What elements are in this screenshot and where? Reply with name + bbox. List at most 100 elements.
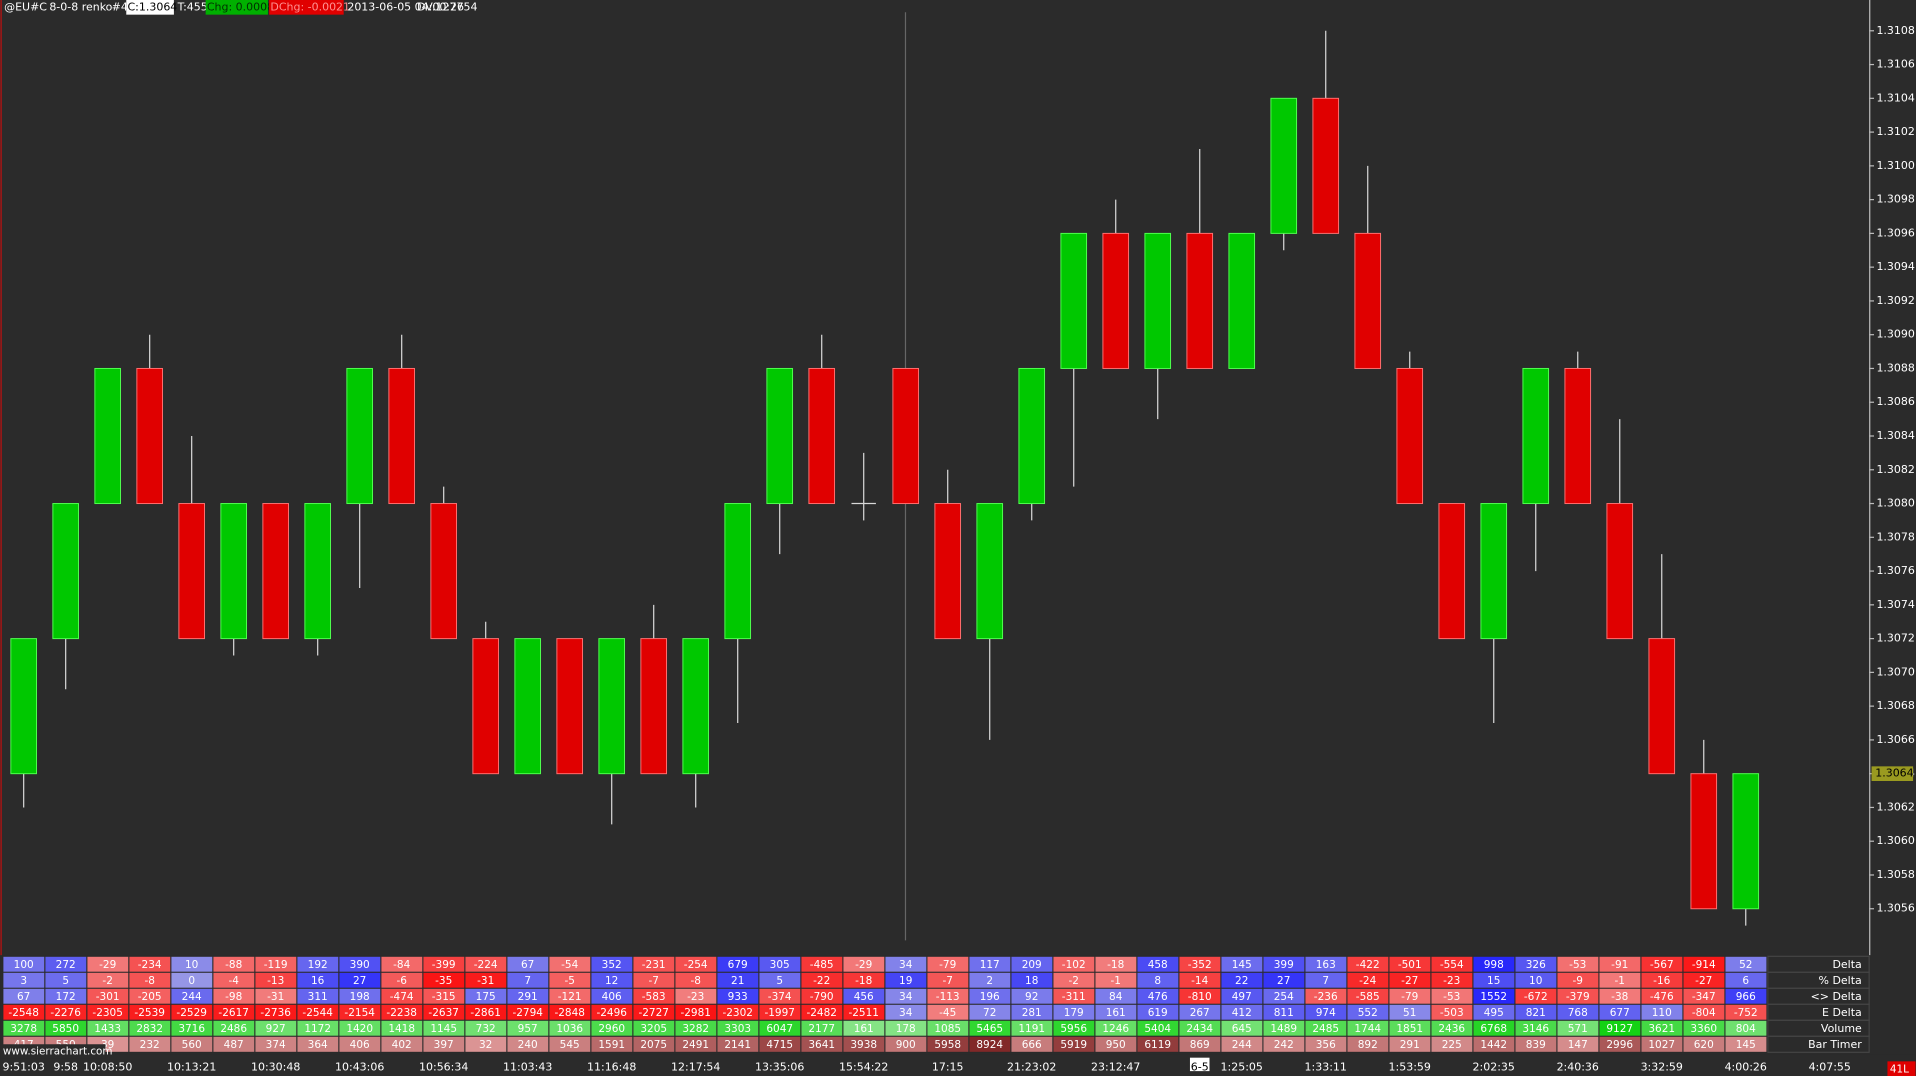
- table-value: -2154: [344, 1007, 375, 1019]
- down-candle: [808, 367, 836, 505]
- y-tick-label: 1.3094: [1876, 260, 1914, 273]
- chart-name: 8-0-8 renko: [49, 0, 112, 13]
- y-tick-label: 1.3084: [1876, 429, 1914, 442]
- table-value: -474: [390, 991, 414, 1003]
- table-value: 18: [1025, 975, 1038, 987]
- table-value: 67: [521, 959, 534, 971]
- table-value: 305: [770, 959, 790, 971]
- table-value: -2548: [8, 1007, 39, 1019]
- table-value: 1744: [1354, 1023, 1381, 1035]
- table-value: 27: [1277, 975, 1290, 987]
- table-value: 163: [1316, 959, 1336, 971]
- table-value: 2434: [1186, 1023, 1213, 1035]
- table-value: -1: [1110, 975, 1120, 987]
- down-candle: [1648, 638, 1676, 775]
- table-value: 456: [854, 991, 874, 1003]
- table-value: 666: [1022, 1039, 1042, 1051]
- status-box: [1887, 1061, 1916, 1076]
- table-value: 2960: [598, 1023, 625, 1035]
- table-value: 957: [518, 1023, 538, 1035]
- down-candle: [1690, 773, 1718, 910]
- table-value: -102: [1062, 959, 1086, 971]
- table-value: -2276: [50, 1007, 81, 1019]
- table-value: -38: [1611, 991, 1628, 1003]
- x-tick-label: 3:32:59: [1641, 1060, 1683, 1073]
- y-tick-label: 1.3082: [1876, 463, 1914, 476]
- x-tick-label: 1:25:05: [1221, 1060, 1263, 1073]
- table-value: 5850: [52, 1023, 79, 1035]
- y-tick-label: 1.3090: [1876, 328, 1914, 341]
- table-value: -2496: [596, 1007, 627, 1019]
- table-value: 1489: [1270, 1023, 1297, 1035]
- table-value: 399: [1274, 959, 1294, 971]
- table-value: -236: [1314, 991, 1338, 1003]
- down-candle: [1354, 232, 1382, 369]
- table-value: 8: [1154, 975, 1161, 987]
- y-tick-label: 1.3088: [1876, 361, 1914, 374]
- row-label: % Delta: [1819, 974, 1862, 987]
- x-tick-label: 11:03:43: [503, 1060, 552, 1073]
- table-value: 966: [1736, 991, 1756, 1003]
- table-value: -2238: [386, 1007, 417, 1019]
- table-value: 145: [1736, 1039, 1756, 1051]
- row-label-bg: [1767, 1035, 1870, 1053]
- up-candle: [94, 367, 121, 505]
- down-candle: [430, 503, 458, 640]
- table-value: 1418: [388, 1023, 415, 1035]
- table-value: 145: [1232, 959, 1252, 971]
- table-value: 2491: [682, 1039, 709, 1051]
- table-value: 869: [1190, 1039, 1210, 1051]
- table-value: 67: [17, 991, 30, 1003]
- table-value: 110: [1652, 1007, 1672, 1019]
- table-value: 34: [899, 1007, 913, 1019]
- table-value: -2794: [512, 1007, 543, 1019]
- x-tick-label: 4:07:55: [1809, 1060, 1851, 1073]
- table-value: 768: [1568, 1007, 1588, 1019]
- y-tick-label: 1.3066: [1876, 733, 1914, 746]
- table-value: -810: [1188, 991, 1212, 1003]
- table-value: 161: [854, 1023, 874, 1035]
- table-value: 1420: [346, 1023, 373, 1035]
- table-value: 892: [1358, 1039, 1378, 1051]
- table-value: -315: [432, 991, 456, 1003]
- table-value: 495: [1484, 1007, 1504, 1019]
- up-candle: [304, 503, 332, 640]
- table-value: -2305: [92, 1007, 123, 1019]
- current-price-label: 1.3064: [1875, 767, 1913, 780]
- daily-change-box: [269, 0, 344, 15]
- table-value: 7: [1322, 975, 1329, 987]
- y-tick-label: 1.3062: [1876, 800, 1914, 813]
- table-value: 209: [1022, 959, 1042, 971]
- down-candle: [1102, 232, 1130, 369]
- table-value: -24: [1359, 975, 1376, 987]
- row-label: Delta: [1832, 958, 1861, 971]
- table-value: 406: [350, 1039, 370, 1051]
- up-candle: [724, 503, 752, 640]
- table-value: -311: [1062, 991, 1086, 1003]
- x-tick-label: 10:13:21: [167, 1060, 216, 1073]
- table-value: 179: [1064, 1007, 1084, 1019]
- y-tick-label: 1.3072: [1876, 632, 1914, 645]
- table-value: 476: [1148, 991, 1168, 1003]
- table-value: -205: [138, 991, 162, 1003]
- table-value: 1246: [1102, 1023, 1129, 1035]
- table-value: 1036: [556, 1023, 583, 1035]
- table-value: -2617: [218, 1007, 249, 1019]
- up-candle: [1270, 97, 1298, 234]
- table-value: 356: [1316, 1039, 1336, 1051]
- table-value: 19: [899, 975, 912, 987]
- table-value: 619: [1148, 1007, 1168, 1019]
- table-value: 178: [896, 1023, 916, 1035]
- table-value: 2436: [1438, 1023, 1465, 1035]
- up-candle: [1228, 232, 1256, 369]
- table-value: -91: [1611, 959, 1628, 971]
- down-candle: [1606, 503, 1634, 640]
- up-candle: [682, 638, 710, 775]
- table-value: 34: [899, 959, 913, 971]
- x-tick-label: 12:17:54: [671, 1060, 720, 1073]
- table-value: -53: [1443, 991, 1460, 1003]
- table-value: -7: [648, 975, 658, 987]
- table-value: 1851: [1396, 1023, 1423, 1035]
- x-tick-label: 11:16:48: [587, 1060, 636, 1073]
- daily-volume: DV:127754: [417, 0, 478, 13]
